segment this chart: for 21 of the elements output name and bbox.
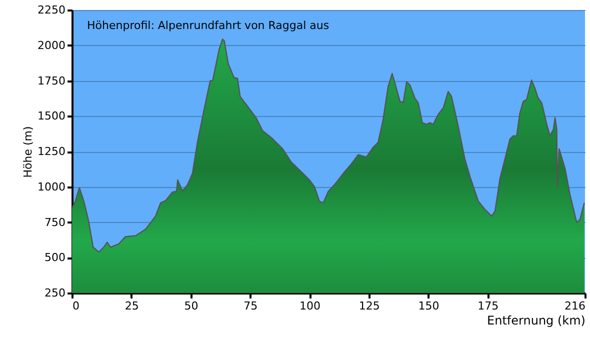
x-tick-label: 50	[184, 300, 198, 312]
x-axis-title: Entfernung (km)	[487, 314, 586, 328]
y-tick-label: 750	[44, 216, 66, 229]
x-tick-label: 216	[564, 300, 586, 312]
y-axis-title: Höhe (m)	[22, 126, 35, 178]
y-tick-label: 2250	[38, 4, 66, 16]
y-tick-label: 1500	[38, 110, 66, 123]
x-tick-label: 150	[418, 300, 440, 312]
x-tick-label: 25	[124, 300, 139, 312]
y-tick-label: 500	[44, 251, 66, 264]
x-tick-label: 125	[358, 300, 380, 312]
x-tick-label: 175	[478, 300, 499, 312]
y-tick-label: 1750	[38, 74, 66, 88]
y-tick-label: 1250	[38, 145, 66, 158]
x-tick-label: 0	[72, 300, 80, 312]
x-tick-label: 75	[244, 300, 258, 312]
x-tick-label: 100	[300, 300, 320, 312]
text: Höhenprofil: Alpenrundfahrt von Raggal aus	[87, 19, 330, 32]
y-tick-label: 250	[44, 286, 66, 300]
y-tick-label: 1000	[38, 180, 66, 194]
y-tick-label: 2000	[38, 38, 66, 52]
